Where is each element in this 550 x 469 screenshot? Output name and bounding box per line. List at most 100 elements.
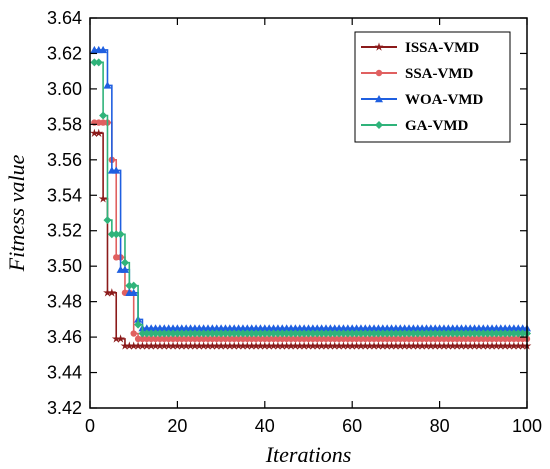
data-point: [291, 329, 300, 338]
data-point: [130, 330, 137, 337]
data-point: [242, 341, 252, 350]
data-point: [282, 329, 291, 338]
y-tick-label: 3.46: [47, 327, 82, 347]
data-point: [146, 341, 156, 350]
data-point: [395, 341, 405, 350]
data-point: [391, 329, 400, 338]
data-point: [287, 329, 296, 338]
data-point: [496, 329, 505, 338]
data-point: [387, 341, 396, 350]
data-point: [129, 281, 138, 290]
data-point: [361, 329, 370, 338]
y-axis-label: Fitness value: [4, 154, 29, 272]
data-point: [479, 329, 488, 338]
data-point: [313, 329, 322, 338]
data-point: [299, 341, 309, 350]
series-layer: [90, 45, 532, 350]
data-point: [312, 341, 322, 350]
data-point: [343, 329, 352, 338]
data-point: [186, 341, 195, 350]
data-point: [177, 341, 187, 350]
data-point: [369, 341, 379, 350]
legend-item: SSA-VMD: [361, 66, 474, 82]
data-point: [518, 329, 527, 338]
data-point: [409, 341, 418, 350]
series-ssa-vmd: [91, 119, 531, 343]
data-point: [352, 341, 361, 350]
y-tick-label: 3.64: [47, 8, 82, 28]
data-point: [457, 329, 466, 338]
data-point: [304, 341, 313, 350]
data-point: [378, 341, 388, 350]
data-point: [492, 341, 501, 350]
data-point: [129, 288, 138, 296]
data-point: [505, 341, 514, 350]
data-point: [252, 329, 261, 338]
data-point: [116, 334, 125, 343]
data-point: [199, 329, 208, 338]
data-point: [501, 329, 510, 338]
data-point: [256, 329, 265, 338]
data-point: [151, 341, 160, 350]
data-point: [374, 42, 384, 51]
data-point: [505, 329, 514, 338]
data-point: [264, 341, 274, 350]
series-ga-vmd: [90, 58, 531, 338]
series-woa-vmd: [90, 45, 531, 332]
data-point: [212, 341, 222, 350]
y-axis: 3.42 3.44 3.46 3.48 3.50 3.52 3.54 3.56 3.58 3.60…: [47, 8, 527, 418]
data-point: [470, 329, 479, 338]
data-point: [129, 341, 139, 350]
series-line: [94, 121, 527, 340]
y-tick-label: 3.56: [47, 150, 82, 170]
data-point: [413, 341, 423, 350]
data-point: [112, 230, 121, 239]
data-point: [343, 341, 353, 350]
data-point: [321, 329, 330, 338]
data-point: [417, 341, 427, 350]
data-point: [321, 341, 331, 350]
data-point: [247, 329, 256, 338]
data-point: [169, 329, 178, 338]
data-point: [225, 329, 234, 338]
data-point: [370, 329, 379, 338]
data-point: [513, 341, 523, 350]
data-point: [356, 329, 365, 338]
data-point: [155, 341, 165, 350]
x-tick-label: 0: [85, 416, 95, 436]
x-tick-label: 60: [342, 416, 362, 436]
data-point: [221, 329, 230, 338]
data-point: [243, 329, 252, 338]
data-point: [365, 329, 374, 338]
data-point: [405, 329, 414, 338]
data-point: [90, 128, 99, 137]
data-point: [496, 341, 506, 350]
data-point: [474, 341, 484, 350]
data-point: [400, 329, 409, 338]
data-point: [177, 329, 186, 338]
data-point: [453, 329, 462, 338]
data-point: [387, 329, 396, 338]
data-point: [103, 288, 112, 297]
data-point: [120, 265, 129, 273]
data-point: [273, 329, 282, 338]
data-point: [120, 258, 129, 267]
data-point: [125, 281, 134, 290]
data-point: [518, 341, 527, 350]
data-point: [181, 341, 191, 350]
legend-label: GA-VMD: [405, 118, 468, 134]
data-point: [422, 341, 431, 350]
data-point: [282, 341, 292, 350]
data-point: [173, 329, 182, 338]
data-point: [173, 341, 182, 350]
data-point: [186, 329, 195, 338]
data-point: [230, 329, 239, 338]
x-tick-label: 40: [255, 416, 275, 436]
data-point: [375, 121, 383, 129]
data-point: [212, 329, 221, 338]
data-point: [339, 341, 348, 350]
data-point: [352, 329, 361, 338]
x-tick-label: 20: [167, 416, 187, 436]
data-point: [378, 329, 387, 338]
x-tick-label: 80: [430, 416, 450, 436]
